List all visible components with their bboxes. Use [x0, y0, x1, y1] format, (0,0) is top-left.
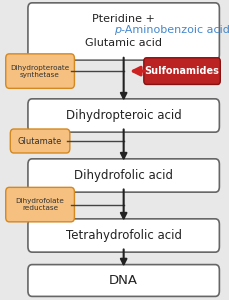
FancyBboxPatch shape	[10, 129, 70, 153]
FancyBboxPatch shape	[28, 3, 219, 60]
Text: Glutamic acid: Glutamic acid	[85, 38, 162, 49]
Text: Pteridine +: Pteridine +	[92, 14, 155, 25]
FancyBboxPatch shape	[28, 159, 219, 192]
Text: Sulfonamides: Sulfonamides	[145, 66, 219, 76]
Text: Dihydropteroate
synthetase: Dihydropteroate synthetase	[11, 64, 70, 78]
FancyBboxPatch shape	[28, 265, 219, 296]
Text: Dihydrofolate
reductase: Dihydrofolate reductase	[16, 198, 65, 211]
Text: Dihydropteroic acid: Dihydropteroic acid	[66, 109, 182, 122]
Text: Tetrahydrofolic acid: Tetrahydrofolic acid	[66, 229, 182, 242]
FancyBboxPatch shape	[6, 187, 74, 222]
Text: Dihydrofolic acid: Dihydrofolic acid	[74, 169, 173, 182]
Text: p: p	[114, 25, 121, 35]
Text: -Aminobenzoic acid (PABA)+: -Aminobenzoic acid (PABA)+	[121, 25, 229, 35]
FancyBboxPatch shape	[28, 219, 219, 252]
FancyBboxPatch shape	[6, 54, 74, 88]
FancyBboxPatch shape	[28, 99, 219, 132]
Text: Glutamate: Glutamate	[18, 136, 62, 146]
Text: DNA: DNA	[109, 274, 138, 287]
FancyBboxPatch shape	[144, 58, 220, 84]
